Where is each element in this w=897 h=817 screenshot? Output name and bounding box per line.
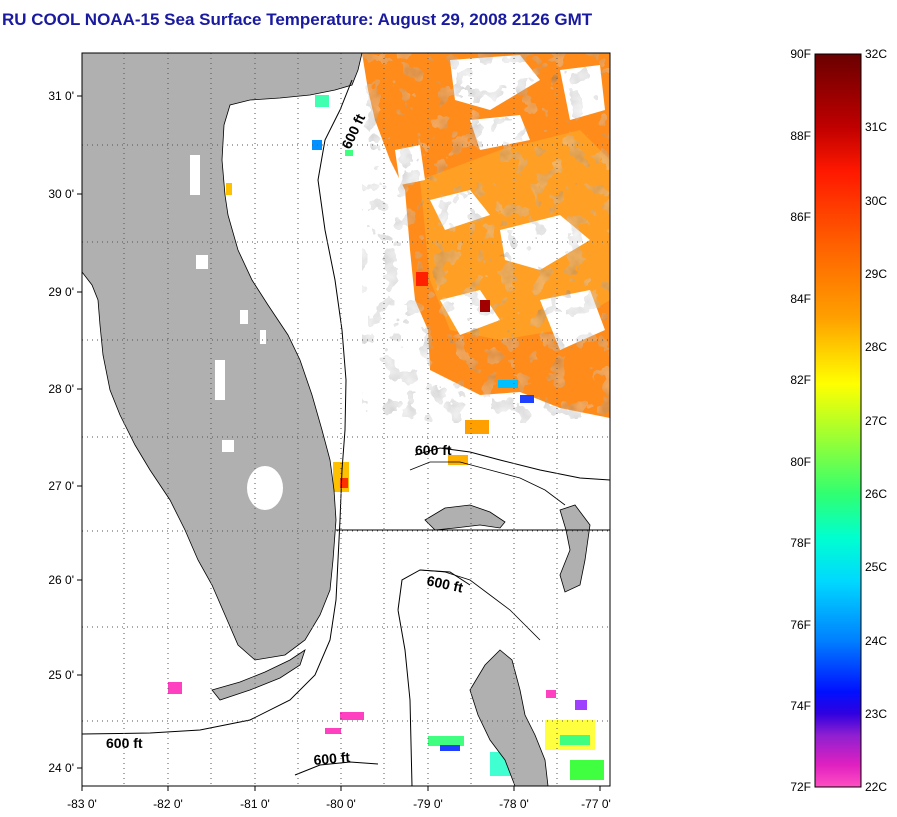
isobath-600ft-south	[294, 761, 379, 776]
colorbar-c-label: 22C	[865, 780, 887, 794]
colorbar-c-label: 31C	[865, 120, 887, 134]
florida-land	[82, 53, 363, 661]
lon-label: -82 0'	[153, 797, 183, 811]
colorbar-c-label: 23C	[865, 707, 887, 721]
isobath-600ft-east	[82, 79, 353, 735]
lon-label: -77 0'	[581, 797, 611, 811]
colorbar-c-label: 24C	[865, 634, 887, 648]
axis-ticks	[77, 95, 601, 791]
lat-label: 30 0'	[48, 187, 74, 201]
contour-label: 600 ft	[106, 735, 143, 751]
lat-label: 29 0'	[48, 285, 74, 299]
bank-outline-1	[409, 461, 566, 506]
florida-keys	[211, 649, 306, 701]
colorbar-c-label: 27C	[865, 414, 887, 428]
isobath-600ft-bahamas-north	[414, 447, 610, 481]
lon-label: -80 0'	[326, 797, 356, 811]
contour-label: 600 ft	[425, 572, 464, 595]
colorbar-f-label: 74F	[790, 699, 811, 713]
colorbar-f-label: 86F	[790, 210, 811, 224]
lon-label: -83 0'	[67, 797, 97, 811]
colorbar-f-label: 88F	[790, 129, 811, 143]
lon-label: -78 0'	[499, 797, 529, 811]
lon-label: -79 0'	[413, 797, 443, 811]
colorbar-c-label: 25C	[865, 560, 887, 574]
graticule	[82, 53, 610, 786]
colorbar-f-label: 76F	[790, 618, 811, 632]
colorbar-c-label: 26C	[865, 487, 887, 501]
lat-label: 26 0'	[48, 573, 74, 587]
grand-bahama	[424, 504, 506, 531]
lat-label: 24 0'	[48, 761, 74, 775]
chart-title: RU COOL NOAA-15 Sea Surface Temperature:…	[2, 10, 593, 29]
colorbar-c-label: 29C	[865, 267, 887, 281]
map-frame	[81, 52, 611, 787]
contour-label: 600 ft	[313, 749, 351, 768]
colorbar-f-label: 80F	[790, 455, 811, 469]
colorbar	[814, 53, 862, 788]
lat-label: 25 0'	[48, 668, 74, 682]
lon-label: -81 0'	[240, 797, 270, 811]
colorbar-f-label: 72F	[790, 780, 811, 794]
colorbar-c-label: 28C	[865, 340, 887, 354]
lat-label: 28 0'	[48, 382, 74, 396]
isobath-600ft-bahamas-south	[397, 569, 471, 786]
colorbar-c-label: 32C	[865, 47, 887, 61]
contour-label: 600 ft	[415, 442, 452, 458]
abaco	[559, 504, 591, 593]
lat-label: 31 0'	[48, 89, 74, 103]
colorbar-f-label: 82F	[790, 373, 811, 387]
andros-island	[469, 649, 549, 786]
colorbar-f-label: 78F	[790, 536, 811, 550]
colorbar-f-label: 90F	[790, 47, 811, 61]
colorbar-c-label: 30C	[865, 194, 887, 208]
lat-label: 27 0'	[48, 479, 74, 493]
colorbar-f-label: 84F	[790, 292, 811, 306]
lake-okeechobee	[247, 466, 283, 510]
